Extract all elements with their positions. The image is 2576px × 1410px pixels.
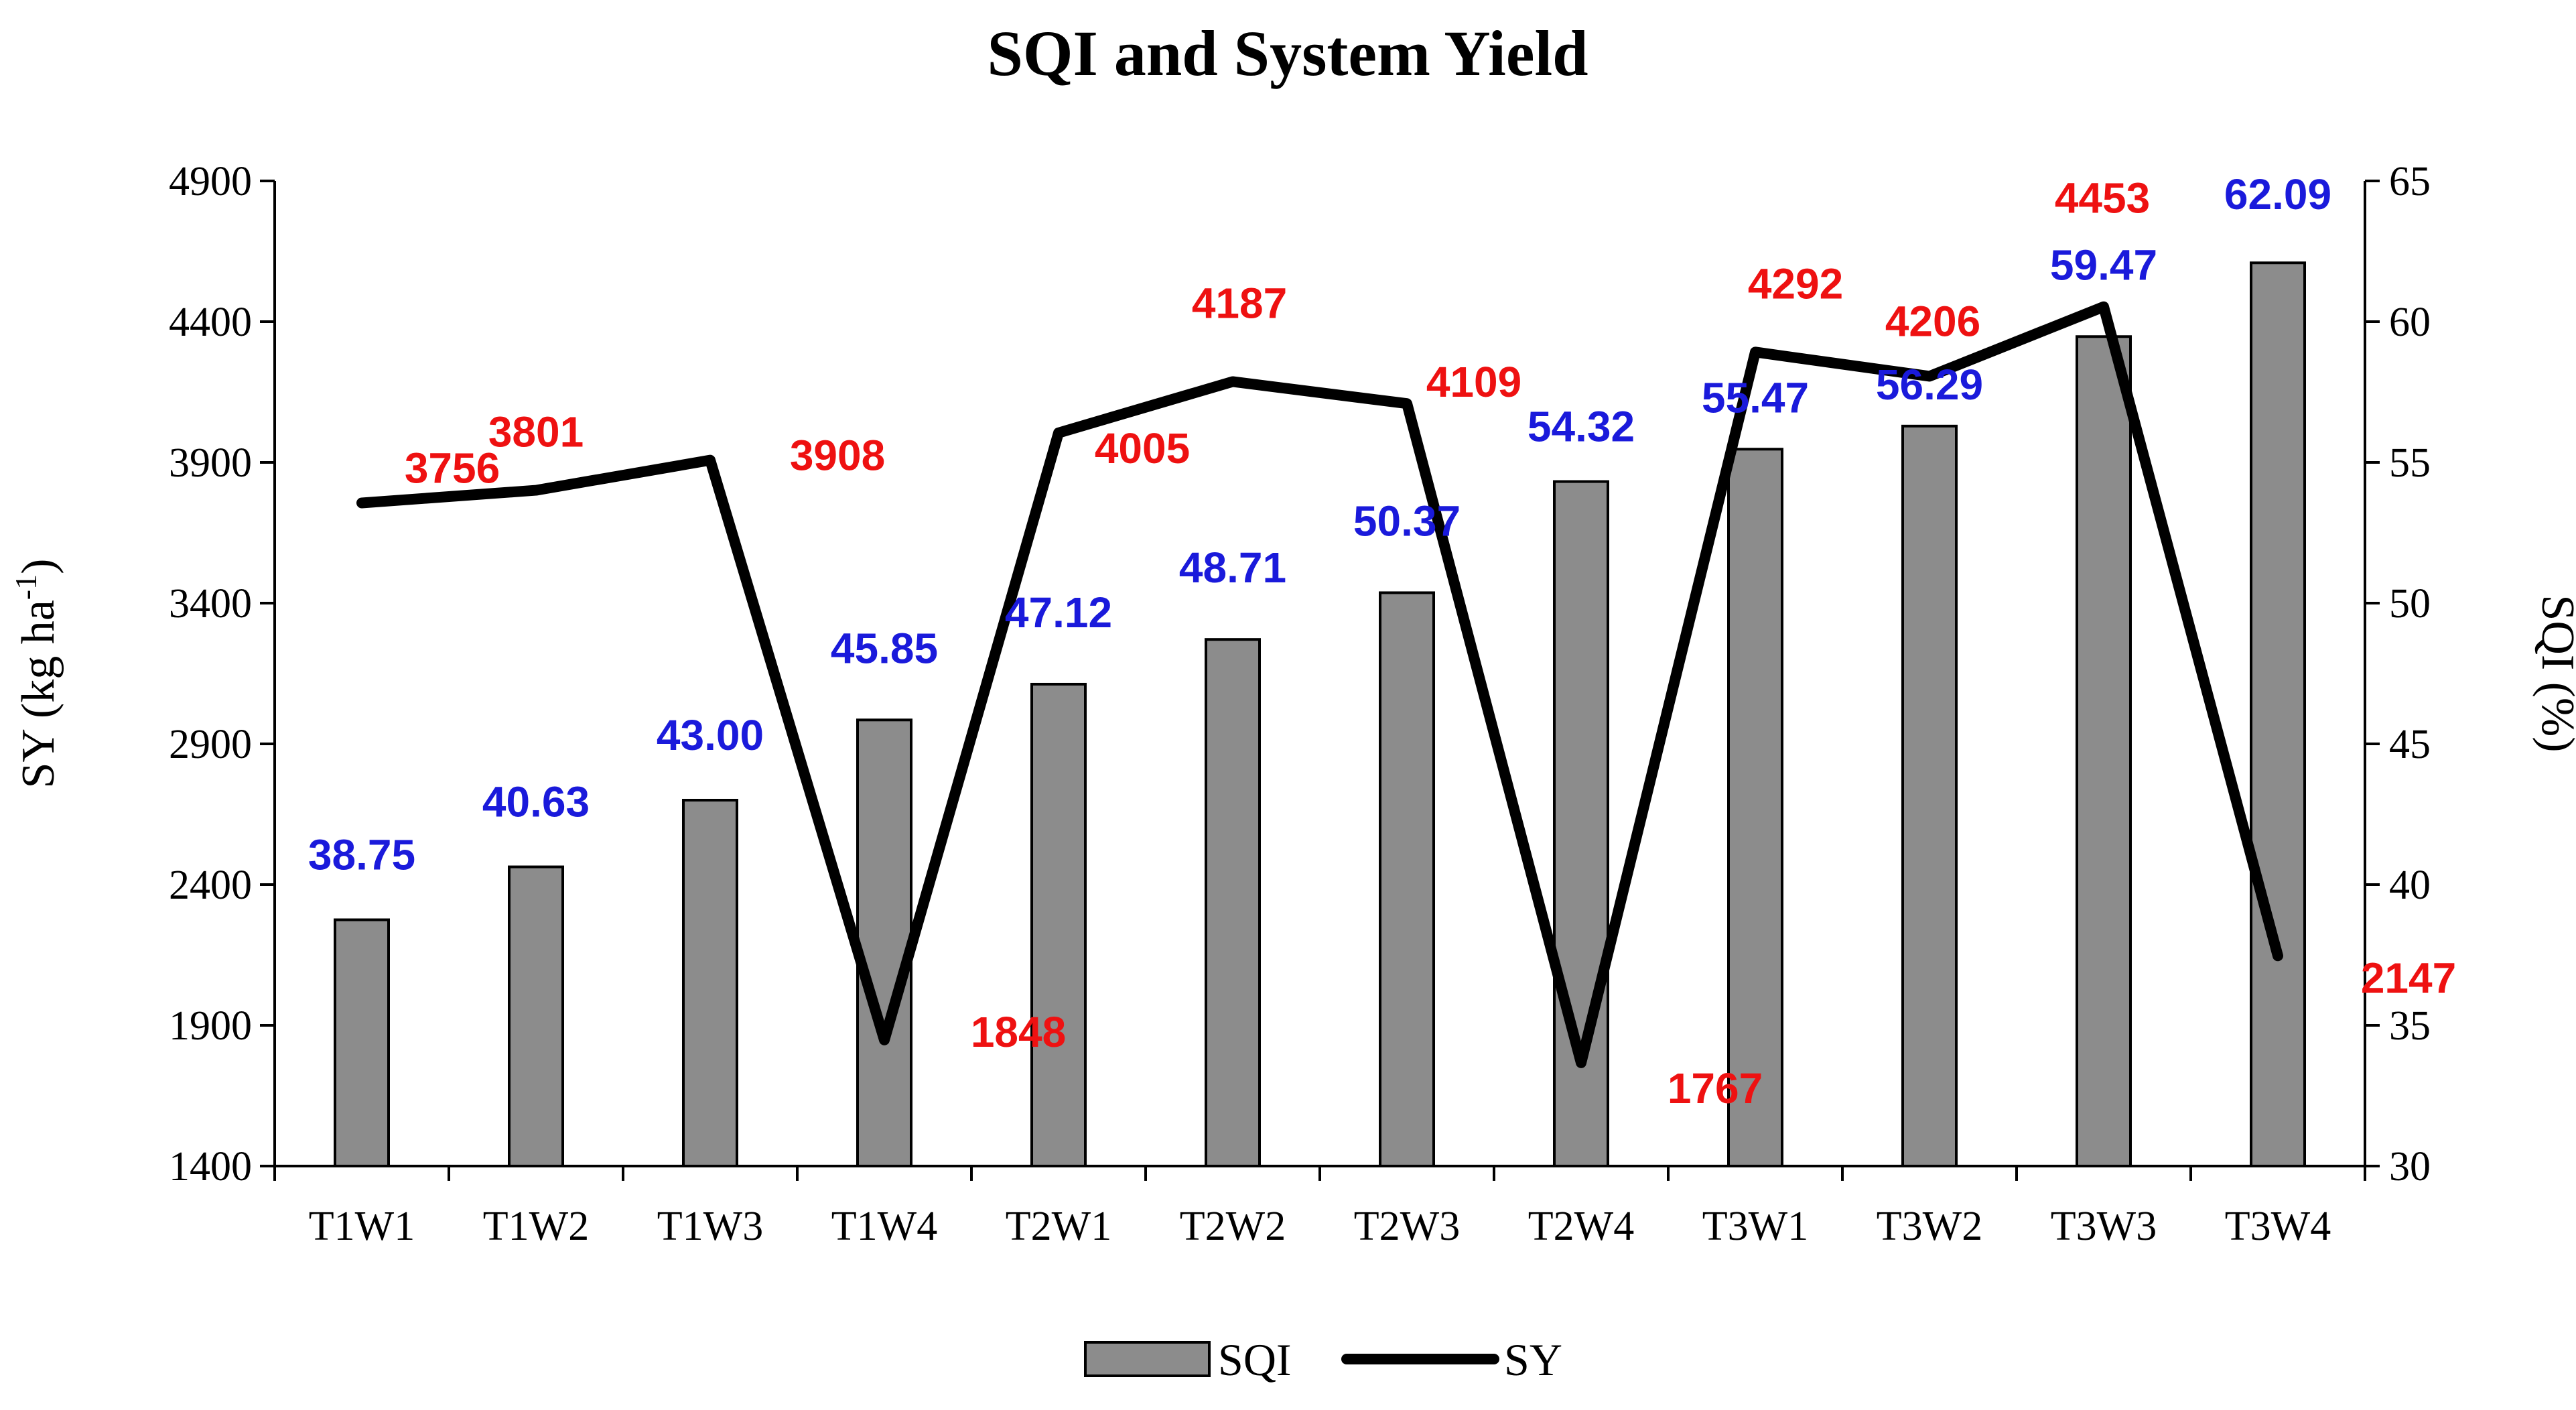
y-right-tick-label: 35 [2389,1003,2431,1049]
sy-point-t2w1 [1058,432,1059,434]
sy-point-t1w3 [709,459,711,461]
sy-point-t3w1 [1755,351,1756,353]
sqi-data-label: 55.47 [1702,373,1809,422]
y-right-tick-label: 30 [2389,1144,2431,1190]
sqi-data-label: 56.29 [1876,361,1983,409]
y-axis-left-label-main: SY (kg ha [13,600,64,788]
sqi-data-label: 59.47 [2050,241,2157,289]
sqi-bar-t2w3 [1379,591,1435,1167]
sqi-bars [334,261,2306,1168]
y-left-tick-label: 2400 [169,862,252,908]
sqi-data-label: 40.63 [482,778,590,826]
y-right-tick-label: 50 [2389,581,2431,627]
y-right-tick-label: 55 [2389,440,2431,486]
sqi-data-label: 62.09 [2224,170,2331,218]
y-axis-left-label: SY (kg ha-1) [9,559,64,789]
x-tick-label: T3W4 [2225,1204,2331,1249]
legend-sqi-label: SQI [1218,1334,1292,1385]
x-tick-label: T2W2 [1180,1204,1286,1249]
sy-data-label: 4109 [1426,358,1521,406]
sy-data-label: 4206 [1885,297,1980,345]
x-tick-label: T3W2 [1877,1204,1982,1249]
sqi-bar-t3w1 [1727,448,1783,1167]
legend-sy-label: SY [1504,1334,1562,1385]
axes: 1400 1900 2400 2900 3400 3900 4400 4900 30 35 40 45… [169,159,2431,1249]
sqi-data-label: 38.75 [308,831,415,879]
x-tick-label: T1W2 [483,1204,589,1249]
sqi-data-label: 45.85 [831,624,938,672]
y-left-tick-label: 4900 [169,159,252,204]
sy-point-t2w4 [1580,1062,1582,1064]
y-left-tick-label: 3400 [169,581,252,627]
legend-sqi-swatch [1084,1341,1211,1377]
sy-data-label: 3801 [488,408,584,456]
sy-data-label: 1848 [971,1008,1066,1056]
y-left-tick-label: 2900 [169,722,252,767]
sqi-data-label: 50.37 [1353,497,1461,545]
sy-data-label: 4005 [1095,424,1190,472]
sqi-data-label: 48.71 [1179,543,1286,592]
sqi-bar-t1w1 [334,918,390,1167]
sy-line-series [356,301,2283,1068]
sy-point-t2w3 [1406,403,1408,405]
sy-point-t3w2 [1929,375,1930,377]
sy-point-t3w3 [2103,306,2104,308]
y-left-tick-label: 3900 [169,440,252,486]
y-left-tick-label: 4400 [169,300,252,345]
legend: SQI SY [1084,1334,1562,1385]
y-axis-left-label-end: ) [13,559,64,574]
sqi-data-label: 54.32 [1528,403,1635,451]
sqi-bar-t1w3 [682,799,738,1167]
data-labels: 38.75 40.63 43.00 45.85 47.12 48.71 50.37 54.32… [308,170,2456,1112]
x-tick-label: T2W1 [1006,1204,1111,1249]
y-left-tick-label: 1900 [169,1003,252,1049]
sqi-bar-t3w4 [2250,261,2306,1168]
sy-point-t2w2 [1232,381,1233,383]
sqi-bar-t3w3 [2076,335,2132,1167]
x-tick-label: T3W1 [1702,1204,1808,1249]
chart-title: SQI and System Yield [987,17,1588,89]
sy-data-label: 1767 [1668,1064,1763,1112]
y-left-tick-label: 1400 [169,1144,252,1190]
y-right-tick-label: 65 [2389,159,2431,204]
sqi-bar-t3w2 [1901,424,1958,1168]
x-tick-label: T1W1 [309,1204,415,1249]
sy-data-label: 3908 [790,432,885,480]
x-tick-label: T3W3 [2051,1204,2157,1249]
y-right-tick-label: 45 [2389,722,2431,767]
x-tick-label: T1W3 [657,1204,763,1249]
sy-point-t1w1 [361,502,362,504]
sy-data-label: 4187 [1192,279,1287,327]
y-axis-left-label-sup: -1 [9,574,43,600]
sy-data-label: 4453 [2055,174,2150,222]
sy-data-label: 3756 [405,444,500,492]
y-right-tick-label: 40 [2389,862,2431,908]
x-tick-label: T1W4 [831,1204,937,1249]
sy-data-label: 2147 [2361,954,2456,1002]
y-right-tick-label: 60 [2389,300,2431,345]
sqi-data-label: 43.00 [657,711,764,759]
sy-point-t3w4 [2277,955,2279,957]
sy-point-t1w2 [535,489,537,491]
x-tick-label: T2W4 [1528,1204,1634,1249]
sy-point-t1w4 [884,1039,885,1041]
sy-data-label: 4292 [1748,259,1843,308]
sy-line [356,301,2283,1068]
sqi-bar-t2w2 [1205,638,1261,1167]
sqi-bar-t1w2 [508,865,564,1168]
sqi-bar-t2w1 [1030,682,1087,1167]
x-tick-label: T2W3 [1354,1204,1460,1249]
sqi-bar-t1w4 [856,718,912,1168]
sqi-data-label: 47.12 [1005,588,1112,637]
y-axis-right-label: SQI (%) [2532,594,2576,752]
